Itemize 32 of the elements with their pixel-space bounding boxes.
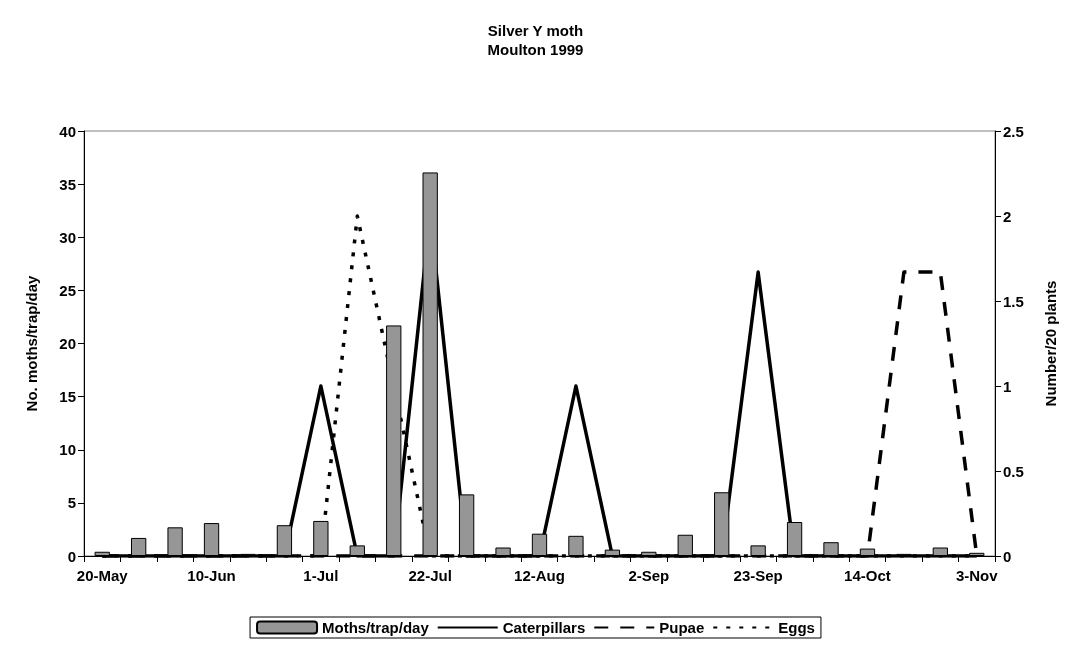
y2-tick-label: 1.5 bbox=[1003, 292, 1024, 310]
y2-tick-label: 2.5 bbox=[1003, 122, 1024, 140]
y2-axis-title: Number/20 plants bbox=[1042, 280, 1059, 407]
chart-subtitle: Moulton 1999 bbox=[487, 41, 584, 58]
x-tick-label: 23-Sep bbox=[733, 567, 783, 584]
chart-title: Silver Y moth bbox=[487, 22, 584, 39]
x-tick-label: 3-Nov bbox=[955, 567, 999, 584]
x-tick-label: 2-Sep bbox=[628, 567, 670, 584]
y2-tick-label: 0 bbox=[1003, 547, 1012, 565]
y-tick-label: 5 bbox=[67, 494, 76, 512]
y-tick-label: 10 bbox=[59, 441, 76, 459]
y-tick-label: 25 bbox=[59, 281, 76, 299]
y2-tick-label: 2 bbox=[1003, 207, 1012, 225]
y-tick-label: 15 bbox=[59, 388, 76, 406]
y-tick-label: 30 bbox=[59, 228, 76, 246]
x-tick-label: 1-Jul bbox=[303, 567, 339, 584]
x-tick-label: 12-Aug bbox=[514, 567, 565, 584]
legend-label: Pupae bbox=[659, 619, 705, 636]
y-tick-label: 35 bbox=[59, 175, 76, 193]
legend-label: Caterpillars bbox=[502, 619, 586, 636]
x-tick-label: 20-May bbox=[76, 567, 129, 584]
x-tick-label: 22-Jul bbox=[408, 567, 452, 584]
legend-label: Eggs bbox=[778, 619, 815, 636]
x-tick-label: 10-Jun bbox=[187, 567, 236, 584]
x-tick-label: 14-Oct bbox=[844, 567, 891, 584]
y2-tick-label: 1 bbox=[1003, 377, 1012, 395]
y-tick-label: 40 bbox=[59, 122, 76, 140]
y-tick-label: 0 bbox=[67, 547, 76, 565]
y-tick-label: 20 bbox=[59, 335, 76, 352]
legend-label: Moths/trap/day bbox=[322, 619, 430, 636]
y-axis-title: No. moths/trap/day bbox=[23, 274, 40, 412]
y2-tick-label: 0.5 bbox=[1003, 462, 1024, 480]
